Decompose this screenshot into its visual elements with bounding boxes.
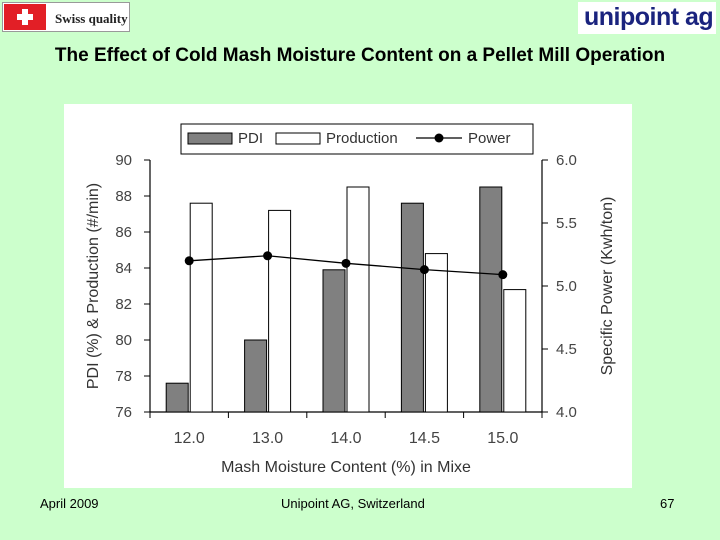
y2-tick-label: 4.5 <box>556 341 577 358</box>
swiss-quality-label: Swiss quality <box>55 11 128 26</box>
footer-company: Unipoint AG, Switzerland <box>281 496 425 511</box>
x-tick-label: 13.0 <box>252 430 283 447</box>
y2-tick-label: 4.0 <box>556 404 577 421</box>
production-bar <box>424 253 448 413</box>
legend-power-label: Power <box>468 130 511 147</box>
y-tick-label: 84 <box>115 260 132 277</box>
y2-tick-label: 5.0 <box>556 278 577 295</box>
y-tick-label: 88 <box>115 188 132 205</box>
unipoint-logo: unipoint ag <box>578 2 716 34</box>
power-point <box>341 258 351 268</box>
pdi-bar <box>400 202 424 413</box>
pdi-bar <box>479 186 503 413</box>
production-bar <box>503 289 527 413</box>
legend-pdi-label: PDI <box>238 130 263 147</box>
power-point <box>184 256 194 266</box>
y-tick-label: 82 <box>115 296 132 313</box>
pdi-bar <box>244 339 268 413</box>
footer-page-number: 67 <box>660 496 675 511</box>
x-tick-label: 15.0 <box>487 430 518 447</box>
legend-production-swatch <box>275 132 321 145</box>
legend-production-label: Production <box>326 130 398 147</box>
pdi-bar <box>322 269 346 413</box>
x-tick-label: 14.5 <box>409 430 440 447</box>
y-tick-label: 86 <box>115 224 132 241</box>
y2-axis-title: Specific Power (Kwh/ton) <box>599 197 616 376</box>
legend-box <box>180 123 534 155</box>
production-bar <box>268 209 292 413</box>
x-axis-title: Mash Moisture Content (%) in Mixe <box>221 459 471 476</box>
y2-tick-label: 5.5 <box>556 215 577 232</box>
y-tick-label: 80 <box>115 332 132 349</box>
y-tick-label: 76 <box>115 404 132 421</box>
y-tick-label: 90 <box>115 152 132 169</box>
y2-tick-label: 6.0 <box>556 152 577 169</box>
swiss-flag-icon <box>4 4 46 30</box>
production-bar <box>189 202 213 413</box>
y-axis-title: PDI (%) & Production (#/min) <box>85 183 102 389</box>
legend-power-marker <box>434 133 444 143</box>
moisture-chart: 76 78 80 82 84 86 88 90 4.0 4.5 5.0 5.5 6.0 12.0 13.0 1… <box>85 123 616 476</box>
slide-title: The Effect of Cold Mash Moisture Content… <box>54 45 666 66</box>
power-point <box>419 265 429 275</box>
power-point <box>263 251 273 261</box>
pdi-bar <box>165 382 189 413</box>
swiss-quality-logo: Swiss quality <box>2 2 130 32</box>
y-tick-label: 78 <box>115 368 132 385</box>
power-point <box>498 270 508 280</box>
footer-date: April 2009 <box>40 496 99 511</box>
x-tick-label: 12.0 <box>174 430 205 447</box>
production-bar <box>346 186 370 413</box>
x-tick-label: 14.0 <box>330 430 361 447</box>
unipoint-logo-text: unipoint ag <box>584 3 714 31</box>
chart-area: 76 78 80 82 84 86 88 90 4.0 4.5 5.0 5.5 6.0 12.0 13.0 1… <box>64 104 632 488</box>
legend-pdi-swatch <box>187 132 233 145</box>
